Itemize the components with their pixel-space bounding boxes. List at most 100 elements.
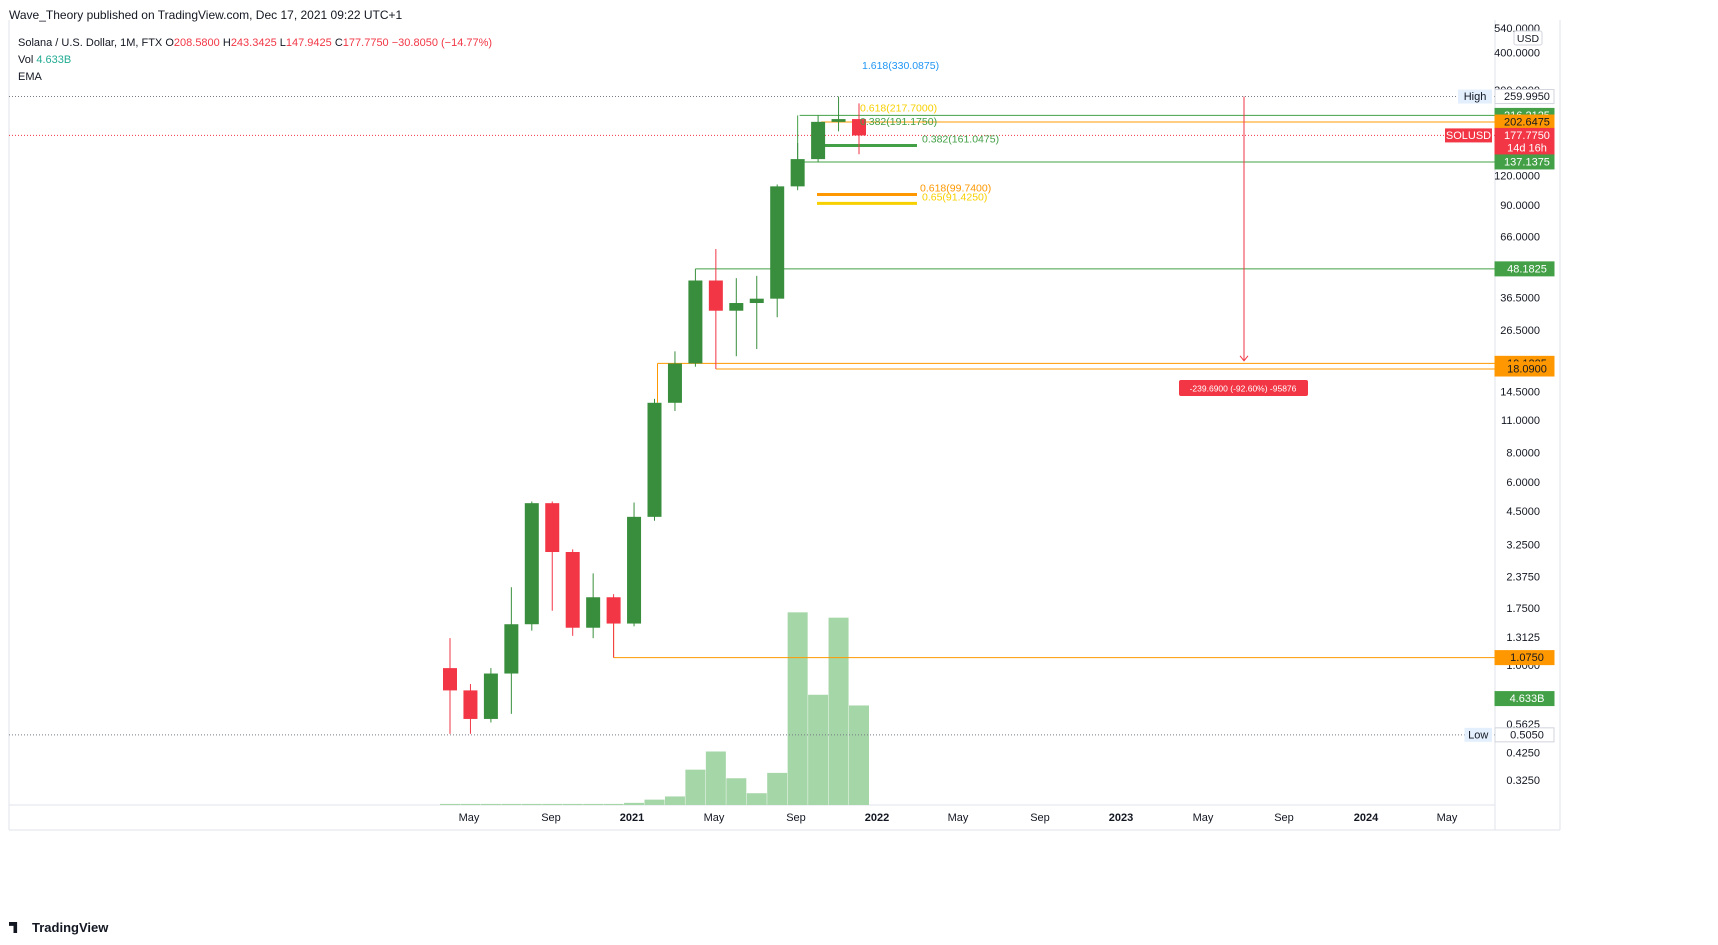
x-tick-label: May bbox=[704, 812, 725, 824]
price-tag: Low bbox=[1468, 729, 1488, 741]
volume-value: 4.633B bbox=[36, 54, 72, 66]
volume-bar bbox=[583, 803, 604, 805]
volume-bar bbox=[746, 793, 767, 805]
price-label-box bbox=[1494, 727, 1555, 743]
candle-body bbox=[688, 280, 703, 364]
fib-label: 0.618(99.7400) bbox=[920, 182, 991, 194]
change-value: −30.8050 (−14.77%) bbox=[391, 37, 493, 49]
price-label: 48.1825 bbox=[1507, 263, 1547, 275]
y-tick-label: 1.7500 bbox=[1506, 603, 1540, 615]
price-label: 177.7750 bbox=[1504, 130, 1550, 142]
x-tick-label: 2022 bbox=[865, 812, 889, 824]
footer-brand: TradingView bbox=[32, 920, 109, 935]
y-tick-label: 90.0000 bbox=[1500, 200, 1540, 212]
volume-bar bbox=[849, 705, 869, 805]
price-label: 259.9950 bbox=[1504, 91, 1550, 103]
candle-body bbox=[811, 121, 826, 160]
low-value: 147.9425 bbox=[285, 37, 332, 49]
y-tick-label: 8.0000 bbox=[1506, 447, 1540, 459]
candle-body bbox=[667, 363, 682, 403]
y-tick-label: 4.5000 bbox=[1506, 506, 1540, 518]
x-tick-label: 2023 bbox=[1109, 812, 1133, 824]
candle-body bbox=[749, 298, 764, 304]
fib-label: 0.618(217.7000) bbox=[860, 103, 937, 115]
price-label-box bbox=[1494, 361, 1555, 377]
volume-bar bbox=[828, 617, 849, 805]
x-tick-label: May bbox=[459, 812, 480, 824]
y-tick-label: 2.3750 bbox=[1506, 572, 1540, 584]
volume-bar bbox=[562, 803, 583, 805]
candle-body bbox=[565, 552, 580, 628]
price-label: 0.5050 bbox=[1510, 729, 1544, 741]
volume-bar bbox=[685, 769, 706, 805]
volume-bar bbox=[603, 803, 624, 805]
price-tag-box bbox=[1445, 128, 1492, 143]
x-tick-label: May bbox=[948, 812, 969, 824]
candle-body bbox=[586, 597, 601, 628]
price-label: 137.1375 bbox=[1504, 156, 1550, 168]
price-label: 4.633B bbox=[1510, 693, 1545, 705]
volume-bar bbox=[624, 802, 645, 805]
price-tag: High bbox=[1464, 91, 1487, 103]
candle-body bbox=[647, 402, 662, 517]
volume-bar bbox=[664, 796, 685, 805]
y-tick-label: 0.4250 bbox=[1506, 747, 1540, 759]
price-tag-box bbox=[1464, 727, 1492, 742]
candle-body bbox=[831, 119, 846, 122]
fib-label: 0.65(91.4250) bbox=[922, 191, 987, 203]
y-tick-label: 1.3125 bbox=[1506, 632, 1540, 644]
currency-tag bbox=[1513, 30, 1543, 46]
countdown-label: 14d 16h bbox=[1507, 142, 1547, 154]
x-tick-label: Sep bbox=[541, 812, 561, 824]
candle-body bbox=[627, 516, 642, 624]
volume-bar bbox=[480, 803, 501, 805]
measure-box bbox=[1179, 380, 1308, 396]
y-tick-label: 6.0000 bbox=[1506, 477, 1540, 489]
y-tick-label: 36.5000 bbox=[1500, 292, 1540, 304]
y-tick-label: 14.5000 bbox=[1500, 387, 1540, 399]
tradingview-logo-icon bbox=[9, 922, 18, 933]
candle-body bbox=[524, 503, 539, 625]
volume-bar bbox=[460, 803, 481, 805]
price-label-box bbox=[1494, 127, 1555, 155]
volume-row[interactable]: Vol 4.633B bbox=[18, 54, 72, 66]
y-tick-label: 0.3250 bbox=[1506, 775, 1540, 787]
fib-label: 0.382(191.1750) bbox=[860, 116, 937, 128]
chart-legend: Solana / U.S. Dollar, 1M, FTX O208.5800 … bbox=[18, 35, 492, 86]
candle-body bbox=[708, 280, 723, 311]
y-tick-label: 400.0000 bbox=[1494, 48, 1540, 60]
price-label: 202.6475 bbox=[1504, 117, 1550, 129]
fib-label: 1.618(330.0875) bbox=[862, 60, 939, 72]
volume-bar bbox=[726, 778, 747, 805]
volume-bar bbox=[808, 694, 829, 805]
x-tick-label: 2024 bbox=[1354, 812, 1379, 824]
open-value: 208.5800 bbox=[173, 37, 220, 49]
price-label-box bbox=[1494, 691, 1555, 707]
volume-bar bbox=[644, 799, 665, 805]
x-tick-label: Sep bbox=[786, 812, 806, 824]
volume-bar bbox=[542, 803, 563, 805]
volume-bar bbox=[787, 612, 808, 805]
volume-bar bbox=[501, 803, 522, 805]
high-value: 243.3425 bbox=[230, 37, 277, 49]
y-tick-label: 11.0000 bbox=[1501, 415, 1540, 427]
price-label: 18.0900 bbox=[1507, 364, 1547, 376]
candle-body bbox=[790, 159, 805, 187]
close-value: 177.7750 bbox=[342, 37, 389, 49]
symbol-label[interactable]: Solana / U.S. Dollar, 1M, FTX bbox=[18, 37, 163, 49]
volume-bar bbox=[767, 772, 788, 805]
ohlc-row: Solana / U.S. Dollar, 1M, FTX O208.5800 … bbox=[18, 37, 493, 49]
price-label-box bbox=[1494, 89, 1555, 105]
ema-row[interactable]: EMA bbox=[18, 71, 42, 83]
candle-body bbox=[770, 186, 785, 299]
x-tick-label: Sep bbox=[1274, 812, 1294, 824]
price-label: 1.0750 bbox=[1510, 652, 1544, 664]
volume-bar bbox=[440, 803, 460, 805]
price-label-box bbox=[1494, 650, 1555, 666]
volume-bar bbox=[521, 803, 542, 805]
volume-bar bbox=[705, 751, 726, 805]
x-tick-label: May bbox=[1437, 812, 1458, 824]
measure-label: -239.6900 (-92.60%) -95876 bbox=[1190, 384, 1297, 394]
price-tag: SOLUSD bbox=[1446, 130, 1491, 142]
